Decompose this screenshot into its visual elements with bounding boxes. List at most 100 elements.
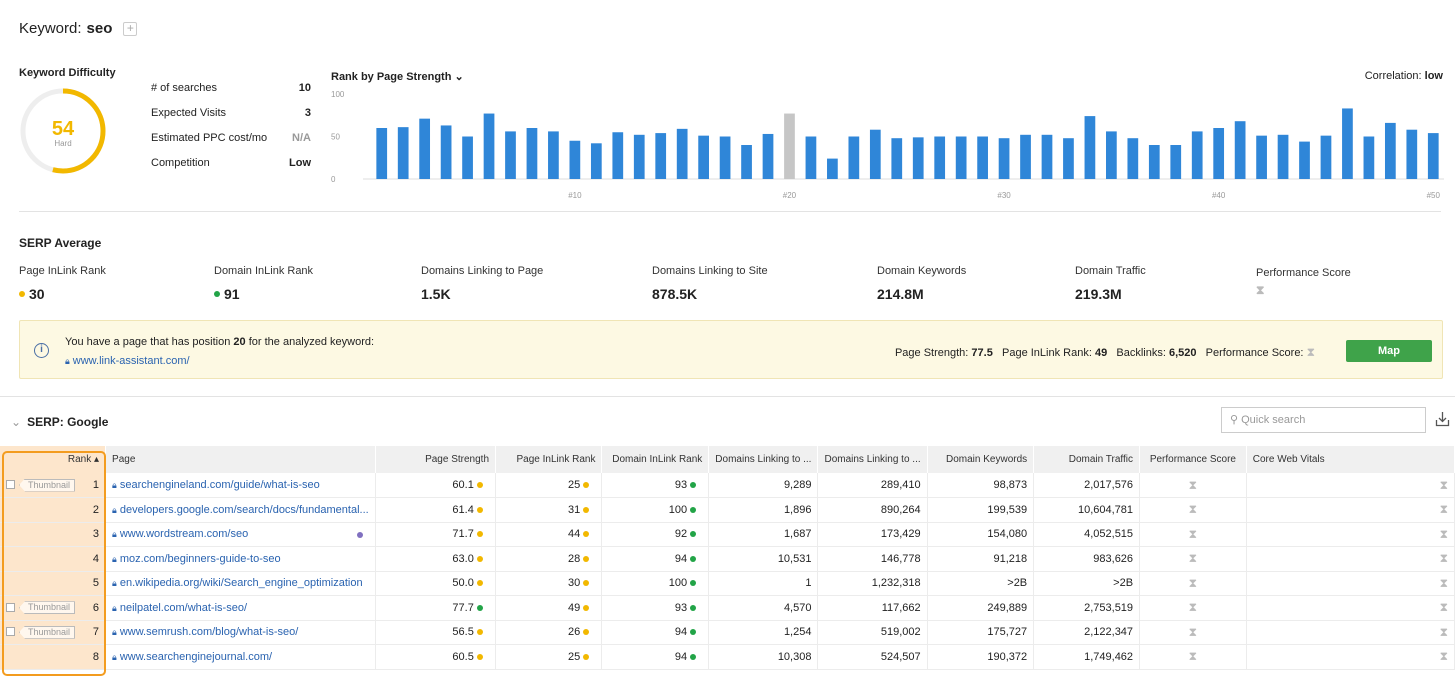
column-header-domains-linking-site[interactable]: Domains Linking to ... [817, 446, 928, 473]
chart-bar[interactable] [569, 140, 581, 179]
column-header-core-web-vitals[interactable]: Core Web Vitals [1246, 446, 1455, 473]
chart-bar[interactable] [1342, 108, 1353, 179]
chart-bar[interactable] [548, 131, 559, 179]
chart-bar[interactable] [1427, 133, 1439, 179]
export-icon[interactable] [1435, 411, 1450, 427]
table-row[interactable]: Thumbnail 1 🔒︎ searchengineland.com/guide/w… [0, 473, 1455, 498]
correlation-value: low [1424, 70, 1443, 82]
table-row[interactable]: 2 🔒︎ developers.google.com/search/docs/fun… [0, 497, 1455, 523]
chart-bar[interactable] [977, 136, 988, 180]
column-header-page-strength[interactable]: Page Strength [375, 446, 497, 473]
column-header-domains-linking-page[interactable]: Domains Linking to ... [708, 446, 819, 473]
chart-bar[interactable] [1020, 134, 1031, 179]
chart-bar[interactable] [1148, 145, 1160, 179]
chart-bar[interactable] [1041, 134, 1053, 179]
chart-bar[interactable] [1234, 121, 1246, 179]
chart-bar[interactable] [741, 145, 752, 179]
chart-bar[interactable] [397, 127, 409, 179]
chart-bar[interactable] [1277, 134, 1289, 179]
chart-bar[interactable] [912, 137, 924, 179]
page-inlink-rank-cell: 26 [495, 620, 603, 645]
chart-bar[interactable] [719, 136, 731, 180]
table-row[interactable]: 3 🔒︎ www.wordstream.com/seo 71.7 44 92 1,68… [0, 522, 1455, 547]
table-header-row: Rank ▴ Page Page Strength Page InLink Ra… [0, 446, 1455, 473]
site-link[interactable]: 🔒︎ www.link-assistant.com/ [65, 355, 190, 367]
chart-bar[interactable] [1213, 128, 1225, 179]
chart-bar[interactable] [869, 129, 881, 179]
column-header-page[interactable]: Page [105, 446, 376, 473]
thumbnail-control[interactable]: Thumbnail [6, 478, 81, 492]
chart-bar[interactable] [762, 133, 774, 179]
chart-bar[interactable] [955, 136, 967, 180]
page-link[interactable]: 🔒︎ www.wordstream.com/seo [105, 522, 376, 547]
status-dot [476, 482, 483, 488]
chart-bar[interactable] [612, 132, 624, 179]
chart-bar[interactable] [526, 128, 538, 179]
chart-bar[interactable] [419, 118, 431, 179]
chart-bar[interactable] [676, 128, 688, 179]
column-header-domain-keywords[interactable]: Domain Keywords [927, 446, 1035, 473]
chart-bar[interactable] [805, 136, 817, 180]
page-link[interactable]: 🔒︎ developers.google.com/search/docs/fund… [105, 497, 376, 523]
status-dot [356, 531, 363, 538]
chart-bar[interactable] [848, 136, 860, 180]
chart-bar[interactable] [1127, 138, 1139, 179]
thumbnail-control[interactable]: Thumbnail [6, 601, 81, 615]
quick-search-input[interactable]: ⚲ Quick search [1221, 407, 1426, 433]
chart-bar[interactable] [462, 136, 473, 180]
hourglass-icon: ⧗ [1439, 600, 1448, 615]
chart-bar[interactable] [1063, 138, 1074, 179]
page-link[interactable]: 🔒︎ en.wikipedia.org/wiki/Search_engine_op… [105, 571, 376, 596]
chart-bar[interactable] [698, 135, 709, 179]
chart-title-dropdown[interactable]: Rank by Page Strength ⌄ [331, 70, 464, 83]
table-row[interactable]: 5 🔒︎ en.wikipedia.org/wiki/Search_engine_o… [0, 571, 1455, 596]
column-header-performance-score[interactable]: Performance Score [1139, 446, 1247, 473]
page-link[interactable]: 🔒︎ www.searchenginejournal.com/ [105, 644, 376, 670]
metric-value: 1.5K [421, 286, 451, 302]
chart-bar[interactable] [1406, 129, 1418, 179]
serp-section-toggle[interactable]: ⌄ SERP: Google [11, 415, 108, 429]
table-row[interactable]: 4 🔒︎ moz.com/beginners-guide-to-seo 63.0 28… [0, 546, 1455, 572]
page-link[interactable]: 🔒︎ searchengineland.com/guide/what-is-seo [105, 473, 376, 498]
chart-bar[interactable] [1256, 135, 1267, 179]
map-button[interactable]: Map [1346, 340, 1432, 362]
page-link[interactable]: 🔒︎ neilpatel.com/what-is-seo/ [105, 595, 376, 621]
chart-bar[interactable] [633, 134, 645, 179]
column-header-rank[interactable]: Rank ▴ [0, 446, 107, 473]
chart-bar[interactable] [1384, 122, 1396, 179]
chart-bar[interactable] [998, 138, 1010, 179]
table-row[interactable]: 8 🔒︎ www.searchenginejournal.com/60.5 25 9… [0, 644, 1455, 670]
chart-bar[interactable] [1191, 131, 1203, 179]
chart-bar[interactable] [1299, 141, 1310, 179]
table-row[interactable]: Thumbnail 7 🔒︎ www.semrush.com/blog/what-is… [0, 620, 1455, 645]
chart-bar[interactable] [1320, 135, 1332, 179]
column-header-domain-traffic[interactable]: Domain Traffic [1033, 446, 1141, 473]
chart-bar[interactable] [1084, 116, 1096, 179]
chart-bar[interactable] [655, 133, 667, 179]
thumbnail-control[interactable]: Thumbnail [6, 625, 81, 639]
chart-bar[interactable] [891, 138, 903, 179]
chart-bar[interactable] [1106, 131, 1117, 179]
chart-bar[interactable] [590, 143, 602, 179]
chart-bar[interactable] [827, 158, 838, 179]
domain-keywords-cell: 199,539 [927, 497, 1035, 523]
chart-bar[interactable] [440, 125, 452, 179]
hourglass-icon: ⧗ [1256, 283, 1265, 297]
chart-bar[interactable] [376, 128, 388, 179]
page-link[interactable]: 🔒︎ www.semrush.com/blog/what-is-seo/ [105, 620, 376, 645]
status-dot [476, 653, 483, 660]
chart-bar[interactable] [1363, 136, 1375, 180]
column-header-domain-inlink-rank[interactable]: Domain InLink Rank [601, 446, 710, 473]
y-tick-label: 0 [331, 175, 336, 184]
page-link[interactable]: 🔒︎ moz.com/beginners-guide-to-seo [105, 546, 376, 572]
chart-bar[interactable] [1170, 145, 1182, 179]
table-row[interactable]: Thumbnail 6 🔒︎ neilpatel.com/what-is-seo/77… [0, 595, 1455, 621]
chart-bar[interactable] [934, 136, 946, 180]
domains-linking-site-cell: 519,002 [817, 620, 928, 645]
chart-bar[interactable] [505, 131, 516, 179]
chart-bar[interactable] [483, 113, 495, 179]
chart-bar[interactable] [784, 113, 795, 179]
add-keyword-button[interactable]: + [123, 21, 138, 36]
column-header-page-inlink-rank[interactable]: Page InLink Rank [495, 446, 603, 473]
hourglass-icon: ⧗ [1306, 345, 1315, 359]
